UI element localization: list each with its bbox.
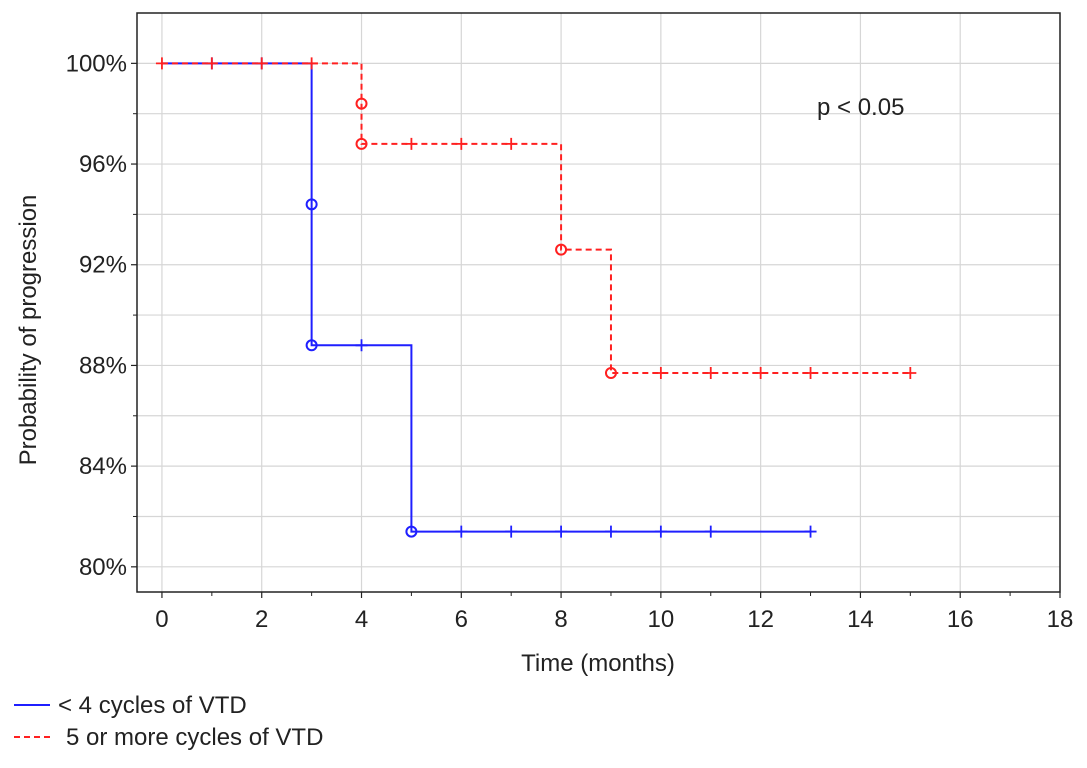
series-2-censor-marker (904, 366, 917, 379)
series-2-censor-marker (155, 57, 168, 70)
grid (137, 13, 1061, 592)
series-1-censor-marker (654, 525, 667, 538)
y-tick-label: 80% (79, 554, 127, 581)
series-2-censor-marker (704, 366, 717, 379)
x-tick-label: 6 (455, 606, 468, 633)
series-2-censor-marker (305, 57, 318, 70)
series-2-censor-marker (804, 366, 817, 379)
x-tick-label: 0 (155, 606, 168, 633)
y-axis-label: Probability of progression (15, 195, 42, 466)
p-value-annotation: p < 0.05 (817, 94, 904, 121)
series-2-censor-marker (455, 137, 468, 150)
series-lines (161, 62, 911, 533)
series-2-censor-marker (205, 57, 218, 70)
series-1-censor-marker (704, 525, 717, 538)
legend: < 4 cycles of VTD 5 or more cycles of VT… (14, 692, 323, 751)
x-tick-label: 16 (947, 606, 974, 633)
y-tick-label: 100% (66, 50, 127, 77)
series-1-event-marker (405, 525, 418, 538)
x-tick-label: 4 (355, 606, 368, 633)
series-1-event-marker (305, 339, 318, 352)
series-1-line (161, 62, 811, 533)
series-1-event-marker (305, 198, 318, 211)
series-1-censor-marker (505, 525, 518, 538)
legend-label-series-1: < 4 cycles of VTD (58, 692, 247, 719)
series-2-event-marker (604, 366, 617, 379)
series-2-censor-marker (505, 137, 518, 150)
series-1-censor-marker (455, 525, 468, 538)
series-2-event-marker (555, 243, 568, 256)
series-2-censor-marker (255, 57, 268, 70)
x-tick-label: 2 (255, 606, 268, 633)
y-tick-label: 92% (79, 252, 127, 279)
series-1-censor-marker (804, 525, 817, 538)
legend-label-series-2: 5 or more cycles of VTD (66, 724, 323, 751)
series-2-event-marker (355, 97, 368, 110)
series-2-event-marker (355, 137, 368, 150)
series-2-censor-marker (654, 366, 667, 379)
x-tick-label: 18 (1047, 606, 1074, 633)
series-2-line (161, 62, 911, 374)
y-tick-label: 96% (79, 151, 127, 178)
x-tick-label: 10 (648, 606, 675, 633)
series-1-censor-marker (355, 339, 368, 352)
x-axis-label: Time (months) (521, 650, 675, 677)
x-tick-label: 8 (554, 606, 567, 633)
x-tick-label: 12 (747, 606, 774, 633)
series-2-censor-marker (405, 137, 418, 150)
series-2-censor-marker (754, 366, 767, 379)
y-tick-label: 88% (79, 352, 127, 379)
x-tick-label: 14 (847, 606, 874, 633)
series-markers (155, 57, 917, 538)
ticks: 0 2 4 6 8 10 12 14 16 18 80% 84% 88% 92% 96% 100% (66, 50, 1074, 633)
y-tick-label: 84% (79, 453, 127, 480)
series-1-censor-marker (604, 525, 617, 538)
plot-frame (136, 12, 1061, 593)
series-1-censor-marker (555, 525, 568, 538)
